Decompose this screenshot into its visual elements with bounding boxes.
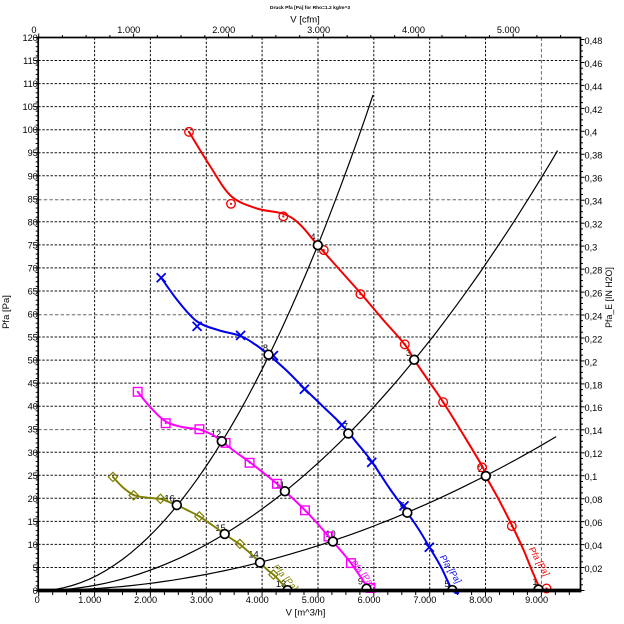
svg-text:0,18: 0,18	[585, 380, 603, 390]
svg-text:2: 2	[478, 464, 483, 474]
svg-text:V [m^3/h]: V [m^3/h]	[286, 608, 326, 619]
svg-text:0,02: 0,02	[585, 564, 603, 574]
svg-text:105: 105	[22, 102, 37, 112]
svg-text:0,08: 0,08	[585, 495, 603, 505]
svg-text:14: 14	[248, 549, 258, 559]
svg-text:80: 80	[28, 217, 38, 227]
svg-text:15: 15	[215, 523, 225, 533]
svg-text:2.000: 2.000	[134, 595, 157, 605]
svg-text:0: 0	[31, 25, 36, 35]
svg-text:0,12: 0,12	[585, 449, 603, 459]
svg-text:55: 55	[28, 333, 38, 343]
svg-text:0,46: 0,46	[585, 59, 603, 69]
svg-text:0,32: 0,32	[585, 220, 603, 230]
svg-text:115: 115	[23, 56, 38, 66]
svg-text:9.000: 9.000	[525, 595, 548, 605]
svg-text:20: 20	[28, 494, 38, 504]
svg-text:9: 9	[358, 576, 363, 586]
svg-text:0,34: 0,34	[585, 197, 603, 207]
svg-text:4.000: 4.000	[246, 595, 269, 605]
svg-text:60: 60	[28, 310, 38, 320]
svg-text:120: 120	[22, 33, 37, 43]
svg-text:0,26: 0,26	[585, 289, 603, 299]
svg-text:10: 10	[325, 529, 335, 539]
svg-text:50: 50	[28, 356, 38, 366]
svg-text:1: 1	[532, 577, 537, 587]
svg-text:30: 30	[28, 448, 38, 458]
svg-text:35: 35	[28, 425, 38, 435]
svg-text:0,4: 0,4	[585, 128, 598, 138]
svg-text:0,22: 0,22	[585, 334, 603, 344]
svg-text:Pfa_E [IN H2O]: Pfa_E [IN H2O]	[604, 267, 614, 328]
svg-text:0,28: 0,28	[585, 266, 603, 276]
svg-text:5.000: 5.000	[302, 595, 325, 605]
svg-text:0,44: 0,44	[585, 82, 603, 92]
svg-text:0,2: 0,2	[585, 357, 598, 367]
svg-text:0,06: 0,06	[585, 518, 603, 528]
svg-text:11: 11	[275, 480, 285, 490]
svg-text:0,16: 0,16	[585, 403, 603, 413]
svg-text:65: 65	[28, 287, 38, 297]
svg-text:0: 0	[35, 595, 40, 605]
svg-text:0,04: 0,04	[585, 541, 603, 551]
svg-text:90: 90	[28, 171, 38, 181]
svg-text:0,38: 0,38	[585, 151, 603, 161]
svg-text:0,36: 0,36	[585, 174, 603, 184]
svg-text:7.000: 7.000	[413, 595, 436, 605]
svg-text:0,14: 0,14	[585, 426, 603, 436]
svg-text:1.000: 1.000	[78, 595, 101, 605]
svg-text:6.000: 6.000	[358, 595, 381, 605]
svg-text:1.000: 1.000	[117, 25, 140, 35]
svg-text:4: 4	[310, 232, 315, 242]
svg-text:0,42: 0,42	[585, 105, 603, 115]
svg-text:0,3: 0,3	[585, 243, 598, 253]
svg-text:0,1: 0,1	[585, 472, 598, 482]
svg-text:75: 75	[28, 240, 38, 250]
svg-text:3: 3	[406, 348, 411, 358]
svg-text:0,48: 0,48	[585, 36, 603, 46]
svg-text:2.000: 2.000	[212, 25, 235, 35]
svg-text:8.000: 8.000	[469, 595, 492, 605]
svg-text:Druck Pfa [Pa] for Rho=1.2 kg/: Druck Pfa [Pa] for Rho=1.2 kg/m^3	[270, 5, 350, 11]
svg-text:15: 15	[28, 517, 38, 527]
svg-text:4.000: 4.000	[402, 25, 425, 35]
svg-text:45: 45	[28, 379, 38, 389]
svg-text:95: 95	[28, 148, 38, 158]
svg-text:70: 70	[28, 263, 38, 273]
svg-text:16: 16	[164, 493, 174, 503]
svg-text:100: 100	[22, 125, 37, 135]
svg-text:0,24: 0,24	[585, 311, 603, 321]
svg-text:85: 85	[28, 194, 38, 204]
svg-text:8: 8	[263, 343, 268, 353]
svg-text:110: 110	[23, 79, 38, 89]
svg-text:40: 40	[28, 402, 38, 412]
svg-text:10: 10	[28, 540, 38, 550]
svg-text:12: 12	[211, 429, 221, 439]
svg-text:7: 7	[343, 421, 348, 431]
svg-text:3.000: 3.000	[190, 595, 213, 605]
svg-text:3.000: 3.000	[307, 25, 330, 35]
svg-text:25: 25	[28, 471, 38, 481]
svg-text:5: 5	[444, 579, 449, 589]
svg-text:V [cfm]: V [cfm]	[290, 15, 320, 26]
svg-text:5.000: 5.000	[497, 25, 520, 35]
svg-text:Pfa [Pa]: Pfa [Pa]	[1, 295, 12, 329]
